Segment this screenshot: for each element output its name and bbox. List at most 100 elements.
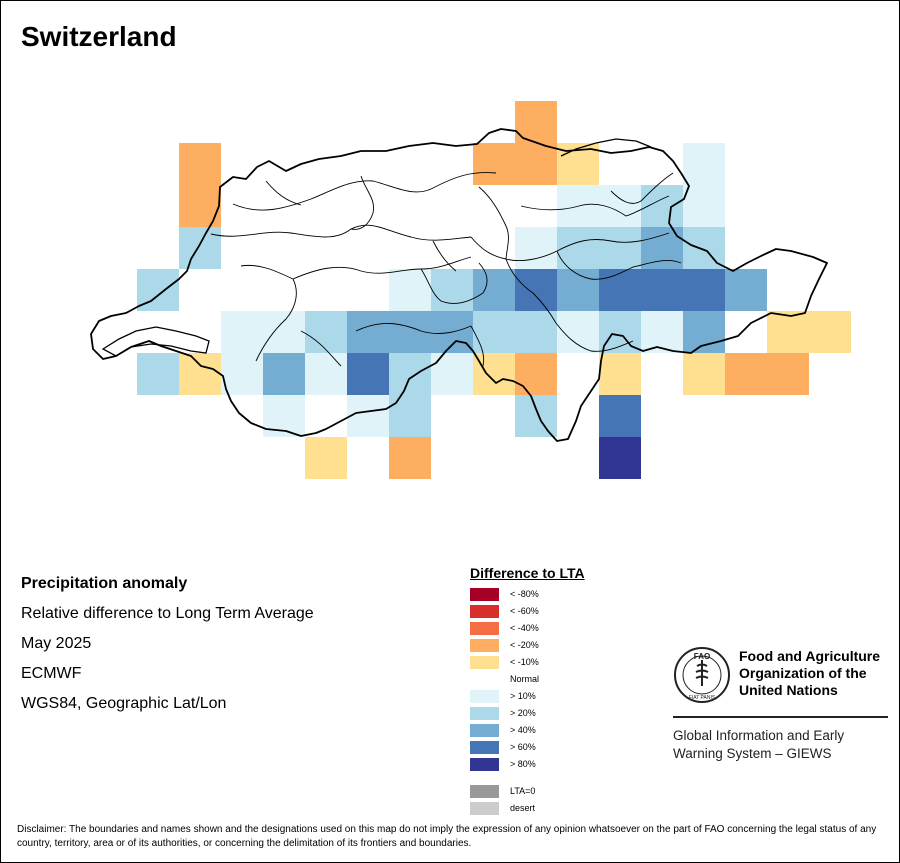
canton-boundary bbox=[210, 224, 472, 241]
anomaly-cell bbox=[641, 269, 683, 311]
legend-label: > 10% bbox=[510, 691, 536, 701]
info-heading: Precipitation anomaly bbox=[21, 575, 188, 592]
anomaly-cell bbox=[347, 311, 389, 353]
canton-boundary bbox=[556, 250, 682, 280]
anomaly-cell bbox=[599, 353, 641, 395]
legend-row: desert bbox=[470, 800, 630, 817]
legend-swatch bbox=[470, 707, 499, 720]
legend-label: > 80% bbox=[510, 759, 536, 769]
precipitation-map bbox=[90, 101, 851, 479]
info-period: May 2025 bbox=[21, 635, 92, 652]
canton-boundaries bbox=[210, 172, 682, 367]
anomaly-cell bbox=[515, 269, 557, 311]
legend-row: < -80% bbox=[470, 586, 630, 603]
anomaly-cell bbox=[683, 143, 725, 185]
anomaly-cell bbox=[389, 353, 431, 395]
canton-boundary bbox=[432, 240, 457, 272]
legend-swatch bbox=[470, 656, 499, 669]
anomaly-cell bbox=[809, 311, 851, 353]
legend-label: > 60% bbox=[510, 742, 536, 752]
legend-swatch bbox=[470, 605, 499, 618]
info-subtitle: Relative difference to Long Term Average bbox=[21, 605, 314, 622]
anomaly-cell bbox=[683, 353, 725, 395]
legend-swatch bbox=[470, 802, 499, 815]
anomaly-cell bbox=[347, 395, 389, 437]
legend-row: > 80% bbox=[470, 756, 630, 773]
anomaly-cell bbox=[137, 353, 179, 395]
legend-label: < -80% bbox=[510, 589, 539, 599]
anomaly-cell bbox=[683, 269, 725, 311]
anomaly-cell bbox=[305, 437, 347, 479]
fao-name-line: United Nations bbox=[739, 682, 838, 698]
anomaly-cell bbox=[641, 311, 683, 353]
legend-swatch bbox=[470, 690, 499, 703]
anomaly-cell bbox=[767, 311, 809, 353]
anomaly-cell bbox=[221, 311, 263, 353]
legend-label: < -60% bbox=[510, 606, 539, 616]
giews-line: Global Information and Early bbox=[673, 728, 845, 743]
fao-name: Food and Agriculture Organization of the… bbox=[739, 648, 880, 699]
canton-boundary bbox=[470, 325, 485, 367]
anomaly-cell bbox=[599, 269, 641, 311]
anomaly-cell bbox=[683, 227, 725, 269]
legend-swatch bbox=[470, 758, 499, 771]
giews-line: Warning System – GIEWS bbox=[673, 746, 832, 761]
anomaly-cell bbox=[515, 353, 557, 395]
legend-swatch bbox=[470, 639, 499, 652]
canton-boundary bbox=[420, 262, 488, 304]
anomaly-cell bbox=[641, 227, 683, 269]
info-projection: WGS84, Geographic Lat/Lon bbox=[21, 695, 227, 712]
legend-swatch bbox=[470, 673, 499, 686]
anomaly-cell bbox=[557, 269, 599, 311]
canton-boundary bbox=[240, 264, 297, 362]
legend-label: < -40% bbox=[510, 623, 539, 633]
anomaly-cell bbox=[725, 353, 767, 395]
canton-boundary bbox=[520, 195, 670, 217]
disclaimer: Disclaimer: The boundaries and names sho… bbox=[17, 824, 877, 849]
canton-boundary bbox=[555, 322, 634, 352]
canton-boundary bbox=[265, 180, 302, 206]
lake-geneva bbox=[101, 326, 210, 357]
info-source: ECMWF bbox=[21, 665, 82, 682]
legend-row: < -40% bbox=[470, 620, 630, 637]
anomaly-cell bbox=[389, 437, 431, 479]
anomaly-cell bbox=[305, 353, 347, 395]
canton-boundary bbox=[610, 172, 674, 204]
canton-boundary bbox=[300, 330, 342, 367]
canton-boundary bbox=[232, 172, 497, 211]
legend-row: < -20% bbox=[470, 637, 630, 654]
canton-boundary bbox=[292, 256, 472, 280]
legend-extra-items: LTA=0 desert bbox=[470, 783, 630, 817]
legend-row: < -60% bbox=[470, 603, 630, 620]
anomaly-cell bbox=[347, 353, 389, 395]
anomaly-cell bbox=[473, 353, 515, 395]
giews-name: Global Information and Early Warning Sys… bbox=[673, 727, 844, 763]
legend-row: LTA=0 bbox=[470, 783, 630, 800]
legend-row: > 40% bbox=[470, 722, 630, 739]
anomaly-cell bbox=[515, 395, 557, 437]
legend-swatch bbox=[470, 724, 499, 737]
anomaly-cell bbox=[431, 353, 473, 395]
anomaly-cell bbox=[599, 395, 641, 437]
anomaly-cell bbox=[515, 143, 557, 185]
anomaly-cell bbox=[179, 353, 221, 395]
legend-row: > 60% bbox=[470, 739, 630, 756]
anomaly-grid bbox=[137, 101, 851, 479]
legend-label: > 20% bbox=[510, 708, 536, 718]
legend-row: > 20% bbox=[470, 705, 630, 722]
anomaly-cell bbox=[473, 143, 515, 185]
anomaly-cell bbox=[263, 311, 305, 353]
canton-boundary bbox=[478, 186, 509, 260]
legend-row: > 10% bbox=[470, 688, 630, 705]
lake-constance bbox=[560, 138, 652, 157]
legend-swatch bbox=[470, 785, 499, 798]
switzerland-border bbox=[90, 128, 828, 442]
anomaly-cell bbox=[515, 311, 557, 353]
anomaly-cell bbox=[389, 269, 431, 311]
fao-divider bbox=[673, 716, 888, 718]
legend-label: LTA=0 bbox=[510, 786, 536, 796]
legend-label: < -10% bbox=[510, 657, 539, 667]
anomaly-cell bbox=[599, 227, 641, 269]
anomaly-cell bbox=[179, 143, 221, 185]
fao-motto: FIAT PANIS bbox=[689, 695, 716, 701]
